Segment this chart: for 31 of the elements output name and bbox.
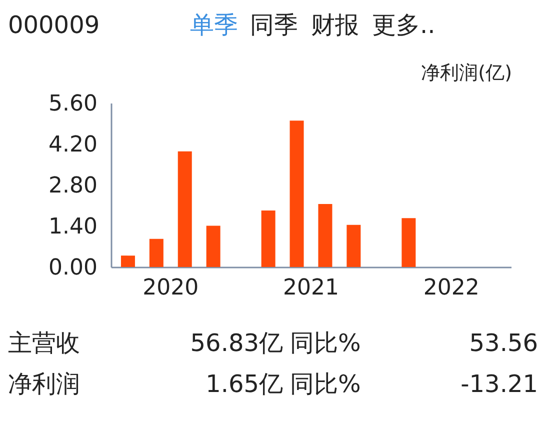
text: 56.83亿	[190, 329, 283, 357]
bar	[318, 204, 332, 267]
text: 同季	[250, 11, 298, 39]
y-tick-label: 4.20	[48, 132, 98, 158]
y-tick-label: 0.00	[48, 256, 98, 280]
y-axis-title: 净利润(亿)	[421, 62, 512, 84]
y-tick-label: 5.60	[48, 92, 98, 116]
text: 更多..	[372, 11, 436, 39]
bar	[206, 226, 220, 267]
x-tick-label: 2020	[142, 276, 199, 300]
x-tick-label: 2022	[423, 276, 480, 300]
text: 财报	[311, 11, 359, 39]
bar	[149, 238, 164, 267]
y-tick-label: 1.40	[48, 214, 98, 240]
text: 单季	[190, 11, 238, 39]
bar	[261, 210, 276, 267]
bar	[120, 256, 135, 267]
text: 同比%	[290, 370, 361, 398]
text: 53.56	[469, 329, 538, 357]
y-tick-label: 2.80	[48, 174, 98, 198]
text: 净利润	[8, 370, 80, 398]
bar	[290, 120, 304, 267]
text: 主营收	[8, 329, 80, 357]
text: 000009	[8, 11, 100, 39]
text: 同比%	[290, 329, 361, 357]
bar	[402, 218, 416, 267]
x-tick-label: 2021	[283, 276, 339, 300]
text: 1.65亿	[206, 370, 283, 398]
bar	[346, 224, 361, 267]
text: -13.21	[460, 370, 538, 398]
bar	[178, 151, 192, 267]
